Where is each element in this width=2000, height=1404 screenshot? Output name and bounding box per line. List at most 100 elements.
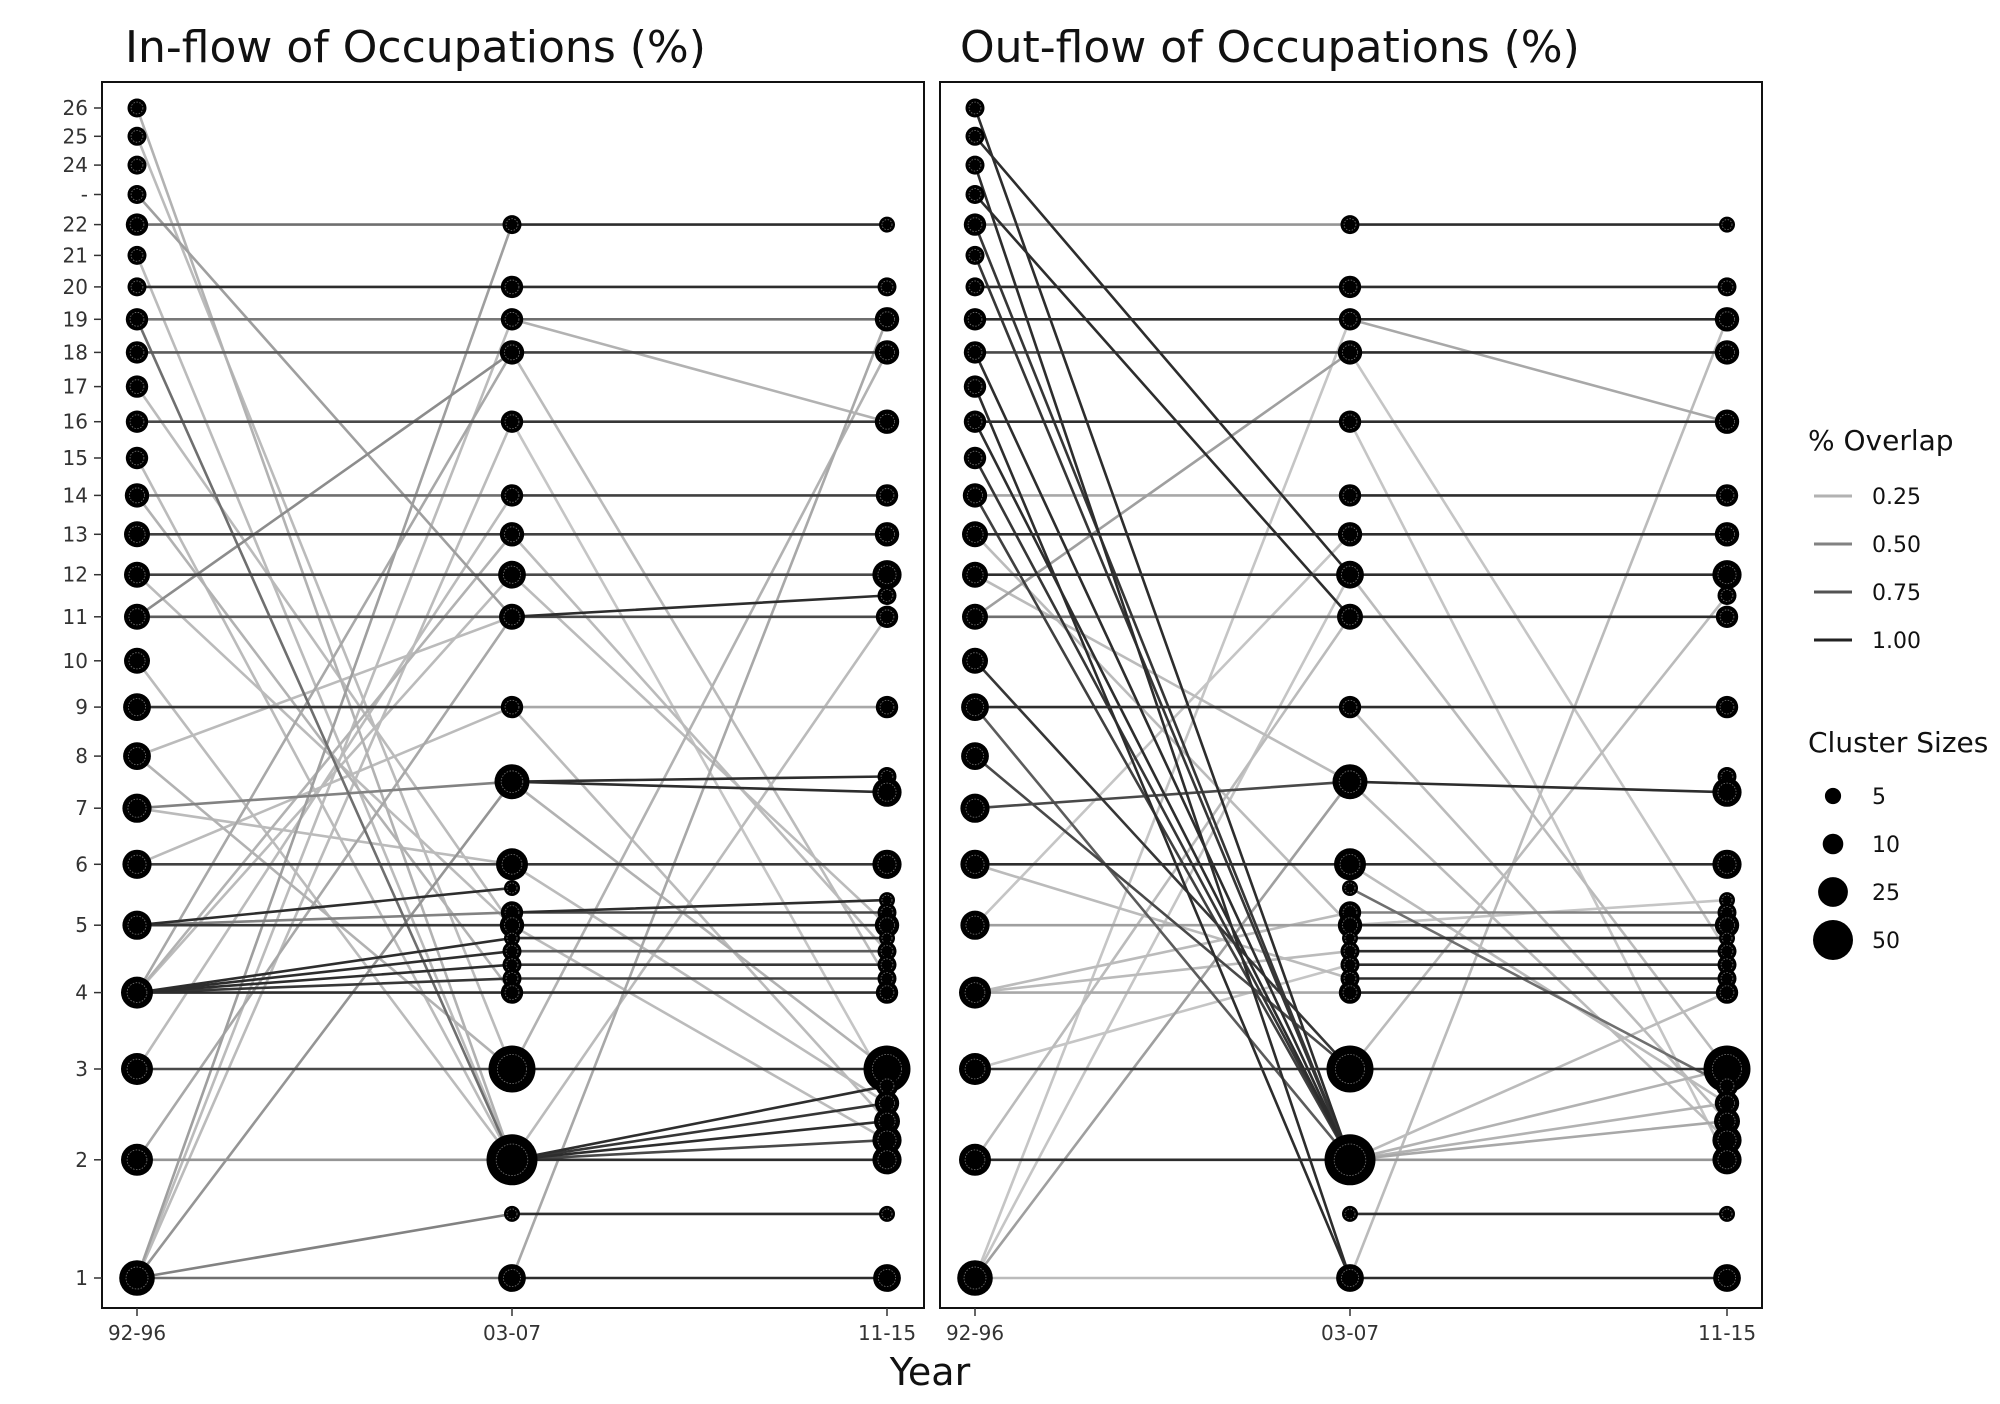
- cluster-node-ring: [129, 311, 145, 327]
- flow-link: [1348, 705, 1729, 1123]
- panel-outflow: Out-flow of Occupations (%) 92-96 03-07 11…: [939, 22, 1763, 1345]
- cluster-node: [1340, 215, 1360, 235]
- y-tick-label: 11: [63, 605, 88, 629]
- cluster-node: [1338, 484, 1362, 507]
- flow-link: [1348, 780, 1729, 794]
- flow-link: [510, 317, 889, 424]
- cluster-node: [125, 308, 149, 331]
- cluster-node-ring: [1719, 1078, 1735, 1094]
- cluster-node: [1715, 981, 1739, 1004]
- cluster-node: [875, 484, 899, 507]
- cluster-node: [877, 955, 897, 975]
- cluster-node: [963, 341, 987, 364]
- cluster-node: [122, 910, 152, 940]
- flow-link: [973, 163, 1352, 1280]
- flow-link: [135, 456, 514, 1162]
- y-tick-label: 10: [63, 649, 88, 673]
- y-tick-label: 22: [63, 213, 88, 237]
- cluster-node-ring: [126, 1149, 148, 1171]
- cluster-node-ring: [504, 699, 520, 715]
- panel-title-outflow: Out-flow of Occupations (%): [960, 22, 1580, 73]
- cluster-node-ring: [504, 414, 520, 430]
- cluster-node-ring: [127, 854, 147, 874]
- cluster-node: [119, 1260, 155, 1296]
- cluster-node-ring: [506, 1208, 518, 1220]
- cluster-node: [1334, 848, 1366, 881]
- cluster-node-ring: [1342, 526, 1358, 543]
- flow-link: [135, 532, 514, 994]
- flow-link: [973, 615, 1352, 1162]
- cluster-node-ring: [881, 219, 893, 231]
- cluster-node-ring: [500, 770, 524, 793]
- cluster-node: [122, 793, 152, 823]
- cluster-node-ring: [879, 526, 895, 543]
- cluster-node-ring: [966, 525, 984, 543]
- cluster-node-ring: [968, 280, 982, 294]
- cluster-node-ring: [968, 158, 982, 172]
- legend-size-swatch: [1813, 920, 1853, 960]
- legend-size-swatch: [1818, 877, 1848, 907]
- cluster-node-ring: [1339, 853, 1361, 875]
- cluster-node-ring: [1717, 1150, 1737, 1170]
- flow-link: [135, 351, 514, 619]
- flow-link: [1348, 420, 1729, 1162]
- cluster-node: [872, 1145, 902, 1175]
- cluster-node-ring: [1721, 1208, 1733, 1220]
- cluster-node: [879, 216, 895, 233]
- cluster-node-ring: [881, 894, 893, 906]
- cluster-node: [875, 981, 899, 1004]
- flow-link: [973, 317, 1352, 1280]
- cluster-node: [125, 341, 149, 364]
- cluster-node-ring: [966, 747, 985, 766]
- cluster-node-ring: [965, 915, 985, 935]
- cluster-node-ring: [963, 1266, 987, 1290]
- flow-link: [135, 615, 514, 1162]
- cluster-node-ring: [127, 698, 146, 717]
- cluster-node-ring: [502, 1269, 521, 1288]
- flow-link: [135, 193, 514, 619]
- cluster-node: [879, 930, 895, 947]
- cluster-node: [965, 245, 985, 265]
- cluster-node-ring: [1341, 1269, 1360, 1288]
- flow-link: [135, 385, 514, 927]
- cluster-node: [1337, 522, 1363, 547]
- cluster-node-ring: [496, 1054, 527, 1085]
- cluster-node: [877, 277, 897, 297]
- cluster-node-ring: [879, 413, 895, 430]
- cluster-node: [1715, 1074, 1739, 1098]
- cluster-node-ring: [1719, 344, 1735, 361]
- cluster-node: [1713, 1264, 1741, 1292]
- y-tick-label: 19: [63, 307, 88, 331]
- cluster-node-ring: [1721, 932, 1733, 944]
- cluster-node: [959, 976, 991, 1009]
- y-tick-label: 5: [75, 913, 88, 937]
- cluster-node: [1703, 1045, 1751, 1093]
- cluster-node-ring: [1338, 770, 1362, 793]
- y-tick-label: 1: [75, 1266, 88, 1290]
- cluster-node: [125, 410, 149, 433]
- cluster-node-ring: [880, 280, 894, 294]
- cluster-node: [499, 603, 525, 630]
- node-layer-outflow: [957, 98, 1751, 1296]
- cluster-node-ring: [1717, 1130, 1737, 1150]
- cluster-node: [1714, 307, 1740, 332]
- link-layer-outflow: [973, 106, 1729, 1280]
- cluster-node-ring: [1342, 414, 1358, 430]
- cluster-node: [494, 764, 530, 800]
- cluster-node: [1340, 955, 1360, 975]
- flow-link: [510, 573, 889, 927]
- flow-link: [135, 615, 514, 758]
- cluster-node-ring: [877, 1130, 897, 1150]
- y-tick-label: 13: [63, 522, 88, 546]
- cluster-node: [962, 647, 988, 674]
- cluster-node: [125, 213, 149, 236]
- flow-link: [135, 1212, 514, 1280]
- flow-link: [135, 223, 514, 1280]
- cluster-node-ring: [1718, 1269, 1737, 1288]
- cluster-node: [873, 1264, 901, 1292]
- cluster-node-ring: [130, 249, 144, 262]
- cluster-node: [1336, 560, 1364, 589]
- cluster-node-ring: [877, 565, 897, 585]
- cluster-node: [874, 1091, 900, 1116]
- cluster-node: [498, 560, 526, 589]
